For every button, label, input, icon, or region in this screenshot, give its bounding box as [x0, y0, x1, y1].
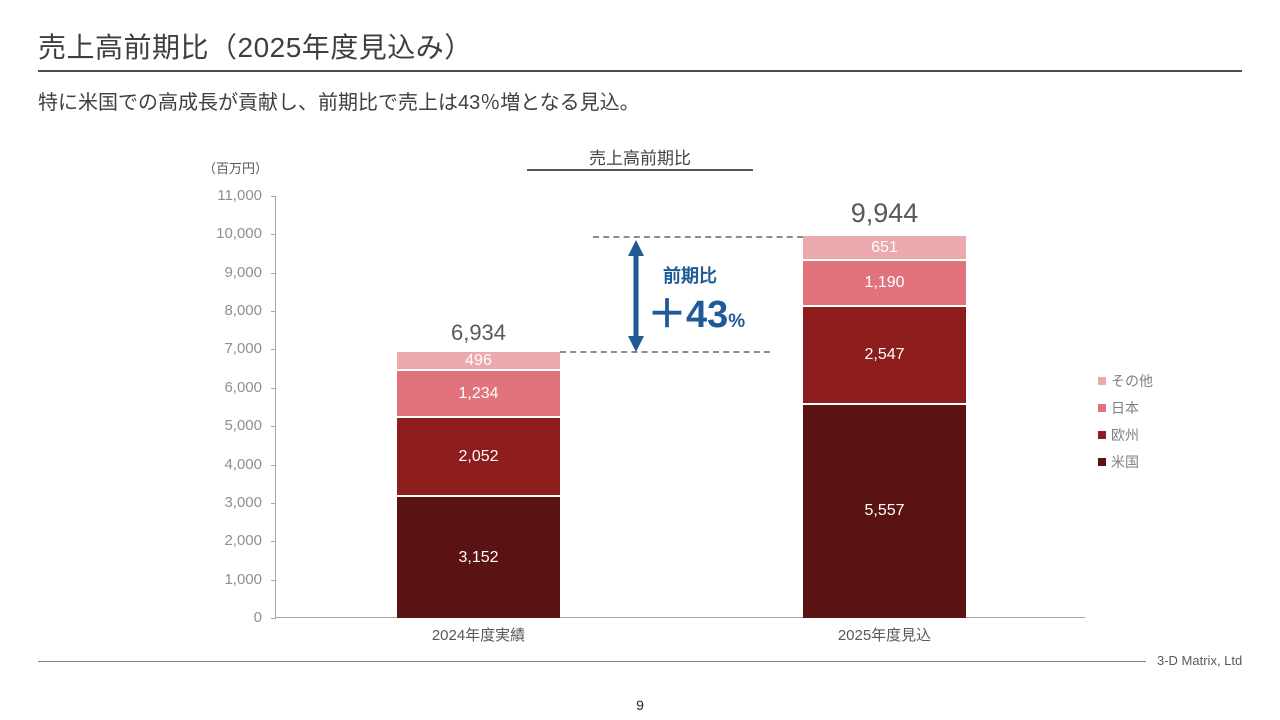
- chart-title-underline: [527, 169, 753, 171]
- bar-segment-米国-2025年度見込: 5,557: [803, 404, 966, 618]
- bar-segment-value: 3,152: [458, 548, 499, 566]
- legend-swatch-icon: [1098, 377, 1106, 385]
- legend-item-その他: その他: [1098, 371, 1153, 391]
- bar-segment-日本-2025年度見込: 1,190: [803, 261, 966, 308]
- legend-label: その他: [1111, 373, 1153, 389]
- legend-label: 日本: [1111, 400, 1139, 416]
- y-tick-label: 7,000: [224, 340, 262, 358]
- title-divider: [38, 70, 1242, 72]
- y-axis-unit-label: （百万円）: [203, 161, 269, 176]
- bar-segment-欧州-2024年度実績: 2,052: [397, 418, 560, 498]
- bar-segment-value: 651: [871, 238, 898, 256]
- legend-item-米国: 米国: [1098, 452, 1153, 472]
- y-tick-label: 10,000: [216, 225, 262, 243]
- y-tick-mark: [271, 234, 276, 236]
- bar-total-2025年度見込: 9,944: [850, 198, 919, 229]
- chart-legend: その他 日本 欧州 米国: [1098, 371, 1153, 479]
- y-tick-label: 2,000: [224, 532, 262, 550]
- dashed-line-actual-level: [560, 350, 770, 353]
- legend-swatch-icon: [1098, 431, 1106, 439]
- x-axis-line: [275, 617, 1085, 618]
- y-tick-label: 9,000: [224, 263, 262, 281]
- y-tick-mark: [271, 387, 276, 389]
- legend-swatch-icon: [1098, 458, 1106, 466]
- chart-title: 売上高前期比: [589, 149, 691, 168]
- growth-arrow-icon: [628, 240, 644, 352]
- y-tick-label: 4,000: [224, 455, 262, 473]
- bar-total-2024年度実績: 6,934: [450, 319, 507, 345]
- legend-swatch-icon: [1098, 404, 1106, 412]
- dashed-line-forecast-level: [593, 235, 803, 238]
- y-tick-mark: [271, 541, 276, 543]
- y-tick-mark: [271, 579, 276, 581]
- bar-segment-欧州-2025年度見込: 2,547: [803, 307, 966, 405]
- x-category-label: 2025年度見込: [837, 627, 932, 644]
- y-tick-mark: [271, 618, 276, 619]
- y-tick-label: 1,000: [224, 570, 262, 588]
- bar-segment-その他-2024年度実績: 496: [397, 352, 560, 371]
- bar-segment-その他-2025年度見込: 651: [803, 236, 966, 262]
- y-tick-label: 5,000: [224, 417, 262, 435]
- bar-segment-value: 2,052: [458, 447, 499, 465]
- page-subtitle: 特に米国での高成長が貢献し、前期比で売上は43％増となる見込。: [38, 92, 640, 114]
- annotation-value: ＋43%: [648, 283, 745, 338]
- bar-segment-value: 5,557: [864, 502, 905, 520]
- footer-company-name: 3-D Matrix, Ltd: [1157, 653, 1243, 668]
- y-tick-label: 6,000: [224, 378, 262, 396]
- annotation-value-number: ＋43: [648, 294, 729, 336]
- legend-item-欧州: 欧州: [1098, 425, 1153, 445]
- y-tick-mark: [271, 349, 276, 351]
- y-axis-line: [275, 196, 276, 618]
- bar-segment-value: 496: [465, 351, 492, 369]
- y-tick-mark: [271, 426, 276, 428]
- bar-segment-米国-2024年度実績: 3,152: [397, 497, 560, 618]
- y-tick-mark: [271, 196, 276, 197]
- y-tick-label: 11,000: [217, 187, 262, 204]
- y-tick-label: 8,000: [224, 302, 262, 320]
- x-category-label: 2024年度実績: [431, 627, 526, 644]
- y-tick-mark: [271, 272, 276, 274]
- bar-segment-日本-2024年度実績: 1,234: [397, 371, 560, 419]
- annotation-label: 前期比: [663, 266, 717, 286]
- legend-item-日本: 日本: [1098, 398, 1153, 418]
- bar-segment-value: 1,190: [864, 274, 905, 292]
- bar-segment-value: 2,547: [864, 345, 905, 363]
- y-tick-mark: [271, 502, 276, 504]
- y-tick-label: 3,000: [224, 493, 262, 511]
- page-number: 9: [636, 697, 644, 713]
- bar-segment-value: 1,234: [458, 384, 499, 402]
- legend-label: 欧州: [1111, 427, 1139, 443]
- y-tick-label: 0: [253, 609, 262, 626]
- y-tick-mark: [271, 311, 276, 313]
- legend-label: 米国: [1111, 454, 1139, 470]
- page-title: 売上高前期比（2025年度見込み）: [38, 32, 473, 63]
- y-tick-mark: [271, 464, 276, 466]
- annotation-value-suffix: %: [728, 311, 746, 332]
- footer-divider: [38, 661, 1146, 662]
